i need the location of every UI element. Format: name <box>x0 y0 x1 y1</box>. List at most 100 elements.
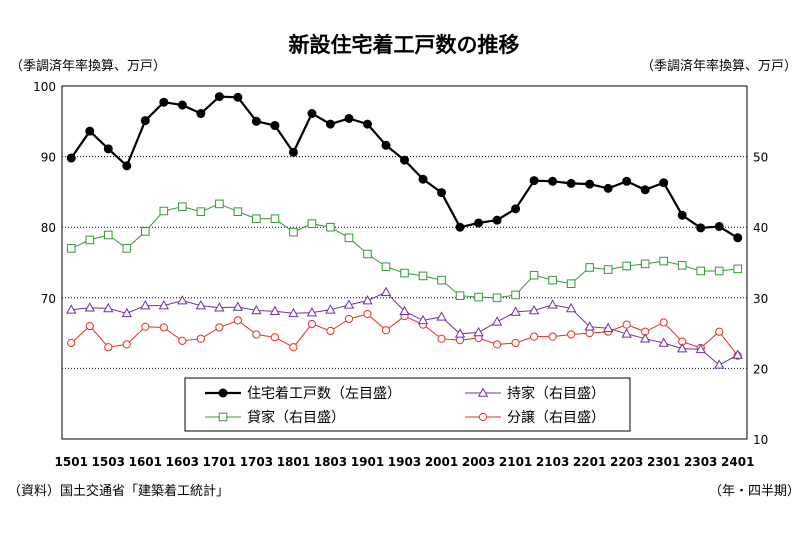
data-point <box>659 318 668 327</box>
data-point <box>529 332 539 341</box>
data-point <box>400 155 409 165</box>
right-y-tick-label: 20 <box>753 362 768 376</box>
series-layer <box>66 92 743 369</box>
data-point <box>177 100 187 110</box>
data-point <box>270 333 280 342</box>
data-point <box>307 109 317 119</box>
data-point <box>658 337 669 347</box>
x-tick-label: 1503 <box>92 455 125 469</box>
data-point <box>714 266 724 276</box>
data-point <box>477 387 489 397</box>
data-point <box>104 343 113 352</box>
data-point <box>158 300 169 310</box>
plot-area-frame <box>61 85 748 440</box>
data-point <box>454 328 466 338</box>
data-point <box>381 140 391 150</box>
data-point <box>252 214 261 224</box>
data-point <box>306 307 318 317</box>
data-point <box>178 202 187 212</box>
series-line <box>70 95 739 239</box>
data-point <box>122 340 131 349</box>
data-point <box>603 322 614 332</box>
data-point <box>363 249 372 259</box>
data-point <box>380 286 392 296</box>
data-point <box>84 302 95 312</box>
data-point <box>252 330 261 339</box>
data-point <box>474 218 484 228</box>
x-tick-label: 1901 <box>351 455 384 469</box>
data-point <box>289 343 298 352</box>
data-point <box>140 300 151 310</box>
data-point <box>178 336 187 345</box>
data-point <box>215 323 224 332</box>
data-point <box>677 343 688 353</box>
data-point <box>381 262 391 272</box>
right-y-tick-label: 50 <box>753 151 768 165</box>
data-point <box>218 388 228 398</box>
data-point <box>218 412 228 422</box>
data-point <box>122 161 132 171</box>
data-point <box>510 306 521 316</box>
data-point <box>418 174 428 184</box>
x-tick-label: 1601 <box>129 455 162 469</box>
data-point <box>270 214 280 224</box>
data-point <box>326 326 335 336</box>
data-point <box>511 338 520 348</box>
x-tick-label: 1903 <box>388 455 421 469</box>
x-tick-label: 2103 <box>536 455 569 469</box>
data-point <box>492 293 502 303</box>
data-point <box>289 227 298 237</box>
data-point <box>547 299 558 309</box>
x-tick-label: 1701 <box>203 455 236 469</box>
right-axis-unit-label: （季調済年率換算、万戸） <box>641 58 797 74</box>
data-point <box>233 92 243 102</box>
x-tick-label: 1801 <box>277 455 310 469</box>
data-point <box>567 330 576 339</box>
legend-item: 貸家（右目盛） <box>205 409 345 426</box>
data-point <box>85 126 95 136</box>
data-point <box>215 199 224 209</box>
data-point <box>677 261 687 270</box>
data-point <box>585 179 595 189</box>
data-point <box>473 326 484 337</box>
data-point <box>177 295 188 305</box>
data-point <box>603 183 613 193</box>
data-point <box>307 219 317 228</box>
right-y-tick-label: 30 <box>753 292 768 306</box>
left-y-tick-label: 80 <box>41 221 56 235</box>
data-point <box>269 305 281 316</box>
data-point <box>528 304 540 315</box>
data-point <box>251 116 261 126</box>
left-y-axis: 70 80 90 100 <box>33 80 56 306</box>
data-point <box>67 338 76 348</box>
x-tick-label: 2201 <box>573 455 606 469</box>
left-y-tick-label: 100 <box>33 80 56 94</box>
x-tick-label: 2003 <box>462 455 495 469</box>
data-point <box>344 113 354 123</box>
data-point <box>715 327 724 336</box>
data-point <box>640 333 651 343</box>
data-point <box>677 210 687 220</box>
data-point <box>251 304 262 315</box>
data-point <box>159 97 169 107</box>
data-point <box>548 176 558 186</box>
data-point <box>233 207 243 216</box>
data-point <box>696 266 706 276</box>
data-point <box>621 328 632 338</box>
data-point <box>85 321 94 331</box>
data-point <box>326 222 335 232</box>
legend-label: 貸家（右目盛） <box>247 409 345 426</box>
data-point <box>417 314 429 325</box>
data-point <box>529 270 539 280</box>
data-point <box>66 244 76 253</box>
data-point <box>622 176 632 186</box>
data-point <box>733 264 743 274</box>
x-tick-label: 2301 <box>647 455 680 469</box>
series-0 <box>66 92 743 243</box>
legend-label: 住宅着工戸数（左目盛） <box>247 386 401 402</box>
data-point <box>103 144 113 154</box>
data-point <box>696 223 706 233</box>
data-point <box>714 221 724 231</box>
x-tick-label: 2001 <box>425 455 458 469</box>
data-point <box>640 259 650 269</box>
